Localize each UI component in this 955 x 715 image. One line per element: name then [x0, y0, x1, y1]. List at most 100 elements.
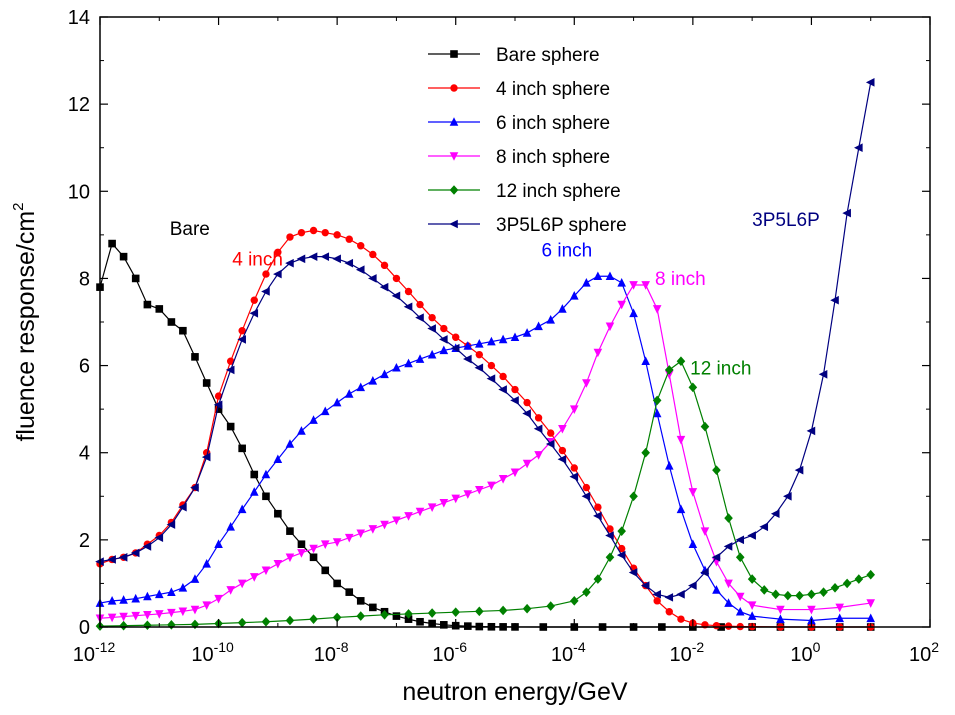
data-point — [345, 588, 354, 596]
data-point — [688, 488, 698, 497]
data-point — [464, 622, 472, 630]
data-point — [286, 233, 294, 241]
data-point — [285, 439, 295, 448]
data-point — [819, 587, 828, 597]
series-0 — [96, 239, 875, 631]
data-point — [581, 491, 591, 501]
data-point — [641, 356, 650, 366]
data-point — [274, 248, 282, 256]
data-point — [356, 529, 366, 539]
data-point — [344, 533, 354, 543]
data-point — [286, 527, 294, 535]
y-tick-label: 10 — [68, 181, 90, 203]
data-point — [475, 606, 484, 617]
data-point — [309, 544, 318, 554]
data-point — [835, 613, 845, 623]
data-point — [569, 405, 579, 414]
data-point — [582, 379, 591, 388]
data-point — [807, 605, 816, 615]
x-tick-label: 10-8 — [314, 639, 349, 666]
data-point — [498, 334, 508, 344]
data-point — [842, 578, 852, 589]
data-point — [724, 598, 733, 607]
series-line — [99, 229, 871, 628]
data-point — [498, 605, 508, 616]
series-line — [99, 275, 871, 622]
data-point — [712, 621, 721, 630]
data-point — [770, 509, 780, 519]
data-point — [546, 315, 555, 324]
x-tick-label: 10-2 — [670, 639, 705, 666]
data-point — [415, 313, 424, 322]
data-point — [818, 369, 828, 379]
data-point — [427, 503, 437, 512]
data-point — [261, 566, 271, 576]
data-point — [131, 611, 140, 621]
data-point — [380, 610, 389, 620]
legend-marker — [449, 219, 458, 229]
data-point — [297, 549, 306, 558]
data-point — [107, 555, 116, 564]
data-point — [747, 574, 757, 584]
data-point — [582, 483, 591, 492]
data-point — [415, 507, 425, 517]
legend-label: Bare sphere — [496, 45, 600, 66]
y-tick-label: 6 — [79, 356, 90, 378]
data-point — [807, 589, 816, 600]
data-point — [487, 336, 496, 346]
data-point — [226, 521, 235, 531]
data-point — [594, 503, 602, 511]
data-point — [688, 539, 698, 549]
data-point — [652, 408, 662, 418]
data-point — [332, 612, 342, 623]
data-point — [795, 590, 804, 601]
data-point — [250, 296, 258, 304]
data-point — [368, 274, 377, 283]
data-point — [641, 281, 650, 290]
data-point — [735, 592, 745, 602]
data-point — [355, 265, 365, 275]
data-point — [369, 603, 377, 612]
data-point — [463, 354, 472, 364]
data-point — [249, 487, 259, 496]
data-point — [688, 581, 697, 590]
data-point — [676, 435, 686, 445]
data-point — [439, 345, 449, 355]
data-point — [392, 516, 401, 526]
data-point — [712, 585, 721, 594]
data-point — [214, 539, 223, 549]
data-point — [723, 542, 733, 551]
data-point — [321, 566, 330, 575]
data-point — [238, 444, 246, 453]
data-point — [249, 308, 259, 318]
data-point — [391, 291, 401, 301]
data-point — [143, 620, 152, 631]
data-point — [653, 597, 661, 605]
data-point — [451, 494, 461, 504]
y-tick-label: 2 — [79, 530, 90, 552]
data-point — [321, 228, 329, 237]
data-point — [333, 579, 341, 588]
data-point — [606, 525, 614, 533]
data-point — [108, 239, 116, 248]
data-point — [546, 429, 555, 437]
data-point — [557, 454, 567, 464]
data-point — [167, 620, 176, 630]
data-point — [533, 424, 543, 434]
data-point — [190, 574, 200, 583]
data-point — [440, 621, 448, 629]
data-point — [202, 379, 211, 387]
data-point — [830, 582, 840, 593]
data-point — [522, 603, 532, 614]
y-tick-label: 12 — [68, 94, 90, 116]
data-point — [345, 235, 353, 243]
data-point — [616, 550, 626, 560]
data-point — [866, 569, 876, 580]
data-point — [308, 252, 318, 261]
data-point — [510, 396, 519, 405]
data-point — [415, 354, 425, 363]
data-point — [783, 590, 793, 601]
data-point — [238, 327, 246, 335]
data-point — [428, 313, 436, 322]
data-point — [523, 398, 531, 407]
